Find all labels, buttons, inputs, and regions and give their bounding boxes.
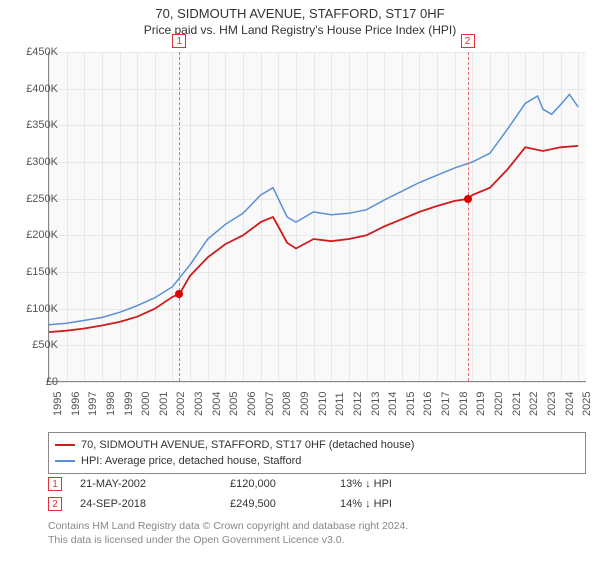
y-axis-label: £350K (26, 119, 58, 131)
x-axis-label: 2008 (281, 392, 293, 416)
x-axis-label: 2005 (228, 392, 240, 416)
y-axis-label: £450K (26, 46, 58, 58)
chart-title: 70, SIDMOUTH AVENUE, STAFFORD, ST17 0HF (0, 6, 600, 21)
legend-item: HPI: Average price, detached house, Staf… (55, 453, 579, 469)
x-axis-label: 1996 (70, 392, 82, 416)
y-axis-label: £300K (26, 156, 58, 168)
sale-point (175, 290, 183, 298)
x-axis-label: 2010 (317, 392, 329, 416)
x-axis-label: 2024 (564, 392, 576, 416)
legend: 70, SIDMOUTH AVENUE, STAFFORD, ST17 0HF … (48, 432, 586, 474)
x-axis-label: 2002 (175, 392, 187, 416)
x-axis-label: 2015 (405, 392, 417, 416)
x-axis-label: 1999 (123, 392, 135, 416)
chart-lines (49, 52, 586, 381)
x-axis-label: 2022 (528, 392, 540, 416)
x-axis-label: 2019 (475, 392, 487, 416)
sale-price: £120,000 (230, 478, 340, 490)
y-axis-label: £200K (26, 229, 58, 241)
y-axis-label: £250K (26, 193, 58, 205)
sale-point (464, 195, 472, 203)
x-axis-label: 2021 (511, 392, 523, 416)
x-axis-label: 2001 (158, 392, 170, 416)
x-axis-label: 1995 (52, 392, 64, 416)
legend-item: 70, SIDMOUTH AVENUE, STAFFORD, ST17 0HF … (55, 437, 579, 453)
sales-table: 1 21-MAY-2002 £120,000 13% ↓ HPI 2 24-SE… (48, 474, 586, 514)
sale-marker-icon: 1 (48, 477, 62, 491)
x-axis-label: 2006 (246, 392, 258, 416)
legend-label: HPI: Average price, detached house, Staf… (81, 455, 301, 467)
footer: Contains HM Land Registry data © Crown c… (48, 520, 586, 547)
footer-line: Contains HM Land Registry data © Crown c… (48, 520, 586, 534)
sale-dashline (468, 52, 469, 381)
x-axis-label: 2017 (440, 392, 452, 416)
sale-marker-icon: 2 (48, 497, 62, 511)
x-axis-label: 2013 (370, 392, 382, 416)
x-axis-label: 2000 (140, 392, 152, 416)
sale-row: 2 24-SEP-2018 £249,500 14% ↓ HPI (48, 494, 586, 514)
sale-date: 21-MAY-2002 (80, 478, 230, 490)
x-axis-label: 2004 (211, 392, 223, 416)
x-axis-label: 1998 (105, 392, 117, 416)
legend-swatch (55, 460, 75, 462)
x-axis-label: 2009 (299, 392, 311, 416)
sale-row: 1 21-MAY-2002 £120,000 13% ↓ HPI (48, 474, 586, 494)
x-axis-label: 2016 (422, 392, 434, 416)
x-axis-label: 2011 (334, 392, 346, 416)
legend-swatch (55, 444, 75, 446)
sale-diff: 14% ↓ HPI (340, 498, 450, 510)
x-axis-label: 2003 (193, 392, 205, 416)
y-axis-label: £100K (26, 303, 58, 315)
y-axis-label: £150K (26, 266, 58, 278)
x-axis-label: 2014 (387, 392, 399, 416)
gridline (49, 382, 586, 383)
sale-date: 24-SEP-2018 (80, 498, 230, 510)
sale-dashline (179, 52, 180, 381)
series-line (49, 146, 578, 332)
chart-plot-area: 12 (48, 52, 586, 382)
sale-marker-icon: 1 (172, 34, 186, 48)
x-axis-label: 2007 (264, 392, 276, 416)
x-axis-label: 2012 (352, 392, 364, 416)
x-axis-label: 2023 (546, 392, 558, 416)
y-axis-label: £400K (26, 83, 58, 95)
sale-price: £249,500 (230, 498, 340, 510)
x-axis-label: 2018 (458, 392, 470, 416)
legend-label: 70, SIDMOUTH AVENUE, STAFFORD, ST17 0HF … (81, 439, 414, 451)
sale-marker-icon: 2 (461, 34, 475, 48)
y-axis-label: £0 (46, 376, 58, 388)
x-axis-label: 2020 (493, 392, 505, 416)
sale-diff: 13% ↓ HPI (340, 478, 450, 490)
y-axis-label: £50K (32, 339, 58, 351)
series-line (49, 95, 578, 325)
x-axis-label: 1997 (87, 392, 99, 416)
x-axis-label: 2025 (581, 392, 593, 416)
chart-subtitle: Price paid vs. HM Land Registry's House … (0, 23, 600, 37)
footer-line: This data is licensed under the Open Gov… (48, 534, 586, 548)
